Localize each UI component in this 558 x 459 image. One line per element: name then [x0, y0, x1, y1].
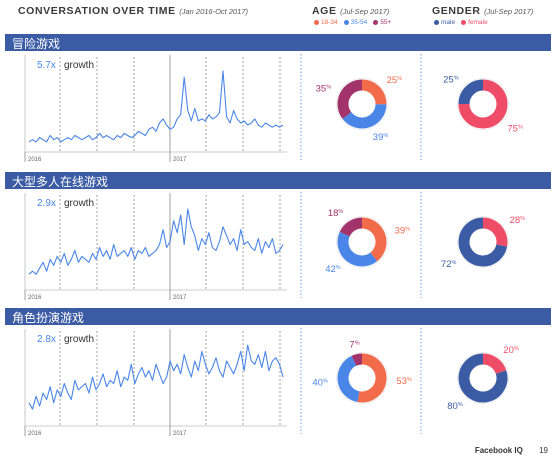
title-subtitle: (Jan 2016-Oct 2017) — [179, 7, 249, 16]
page-number: 19 — [539, 446, 548, 455]
age-title-text: AGE — [312, 5, 337, 17]
growth-value: 2.9x — [37, 198, 56, 209]
legend-dot — [434, 20, 439, 25]
age-slice-18-34 — [361, 79, 387, 105]
age-data-label: 35% — [316, 84, 332, 95]
age-donut-outline — [336, 352, 388, 404]
conversation-line — [28, 344, 284, 410]
age-data-label: 18% — [328, 208, 344, 219]
age-slice-35-54 — [337, 231, 378, 267]
category-label: 角色扮演游戏 — [12, 311, 85, 325]
gender-data-label: 25% — [443, 75, 459, 86]
growth-value: 5.7x — [37, 60, 56, 71]
gender-donut-outline — [457, 78, 509, 130]
age-slice-18-34 — [361, 217, 387, 262]
growth-label: growth — [64, 334, 94, 345]
gender-data-label: 20% — [503, 345, 519, 356]
category-label: 冒险游戏 — [12, 37, 61, 51]
gender-legend: male female — [434, 19, 488, 26]
section-adventure: 2016 2017 5.7x growth 25% 39% 35% 75% 25% — [5, 52, 551, 164]
age-slice-55plus — [337, 79, 363, 119]
age-donut-outline — [336, 78, 388, 130]
conversation-line — [28, 70, 284, 143]
legend-item-male: male — [434, 19, 455, 26]
year-label-2017: 2017 — [173, 157, 187, 163]
age-data-label: 53% — [396, 376, 412, 387]
gender-slice-female — [482, 217, 508, 247]
age-slice-35-54 — [342, 103, 387, 129]
gender-data-label: 80% — [447, 401, 463, 412]
age-data-label: 39% — [373, 132, 389, 143]
year-label-2016: 2016 — [28, 431, 42, 437]
gender-slice-male — [458, 79, 484, 105]
gender-data-label: 72% — [441, 259, 457, 270]
gender-title: GENDER (Jul-Sep 2017) — [432, 5, 533, 17]
year-label-2016: 2016 — [28, 295, 42, 301]
legend-item-age-55: 55+ — [373, 19, 391, 26]
legend-dot — [373, 20, 379, 25]
legend-dot — [343, 20, 349, 25]
legend-dot — [314, 20, 319, 25]
page-header: CONVERSATION OVER TIME (Jan 2016-Oct 201… — [0, 0, 558, 34]
category-label: 大型多人在线游戏 — [12, 175, 109, 189]
age-data-label: 42% — [325, 264, 341, 275]
section-chart-mmo: 2016 2017 2.9x growth 39% 42% 18% 28% 72% — [24, 192, 526, 301]
legend-label: 35-54 — [350, 19, 368, 26]
gender-donut-outline — [457, 216, 509, 268]
age-subtitle: (Jul-Sep 2017) — [340, 7, 390, 16]
age-data-label: 39% — [395, 226, 411, 237]
age-slice-55plus — [339, 217, 363, 237]
section-chart-rpg: 2016 2017 2.8x growth 53% 40% 7% 20% 80% — [24, 328, 519, 437]
brand-label: Facebook IQ — [474, 446, 523, 455]
gender-data-label: 28% — [510, 215, 526, 226]
gender-slice-female — [482, 353, 507, 375]
section-rpg: 2016 2017 2.8x growth 53% 40% 7% 20% 80% — [5, 326, 551, 438]
age-title: AGE (Jul-Sep 2017) — [312, 5, 389, 17]
age-data-label: 7% — [349, 339, 359, 350]
conversation-line — [28, 208, 284, 275]
age-slice-18-34 — [357, 353, 387, 403]
year-label-2016: 2016 — [28, 157, 42, 163]
legend-label: female — [468, 19, 488, 26]
legend-label: 18-34 — [321, 19, 338, 26]
gender-data-label: 75% — [507, 123, 523, 134]
category-band-adventure: 冒险游戏 — [5, 34, 551, 51]
gender-title-text: GENDER — [432, 5, 481, 17]
age-legend: 18-34 35-54 55+ — [314, 19, 391, 26]
gender-donut-outline — [457, 352, 509, 404]
gender-subtitle: (Jul-Sep 2017) — [484, 7, 534, 16]
legend-label: male — [441, 19, 456, 26]
legend-item-age-35-54: 35-54 — [343, 19, 368, 26]
growth-label: growth — [64, 198, 94, 209]
conversation-title: CONVERSATION OVER TIME (Jan 2016-Oct 201… — [18, 5, 248, 17]
legend-label: 55+ — [380, 19, 392, 26]
growth-value: 2.8x — [37, 334, 56, 345]
section-mmo: 2016 2017 2.9x growth 39% 42% 18% 28% 72% — [5, 190, 551, 302]
section-chart-adventure: 2016 2017 5.7x growth 25% 39% 35% 75% 25% — [24, 54, 523, 163]
age-slice-55plus — [351, 353, 363, 366]
age-data-label: 25% — [387, 75, 403, 86]
gender-slice-male — [458, 353, 508, 403]
gender-slice-male — [458, 217, 508, 267]
growth-label: growth — [64, 60, 94, 71]
category-band-mmo: 大型多人在线游戏 — [5, 172, 551, 189]
legend-item-age-18-34: 18-34 — [314, 19, 338, 26]
title-text: CONVERSATION OVER TIME — [18, 5, 176, 17]
age-slice-35-54 — [337, 355, 360, 403]
age-donut-outline — [336, 216, 388, 268]
year-label-2017: 2017 — [173, 431, 187, 437]
category-band-rpg: 角色扮演游戏 — [5, 308, 551, 325]
age-data-label: 40% — [312, 377, 328, 388]
footer: Facebook IQ 19 — [475, 446, 548, 455]
gender-slice-female — [458, 79, 508, 129]
legend-item-female: female — [461, 19, 488, 26]
legend-dot — [461, 20, 467, 25]
year-label-2017: 2017 — [173, 295, 187, 301]
